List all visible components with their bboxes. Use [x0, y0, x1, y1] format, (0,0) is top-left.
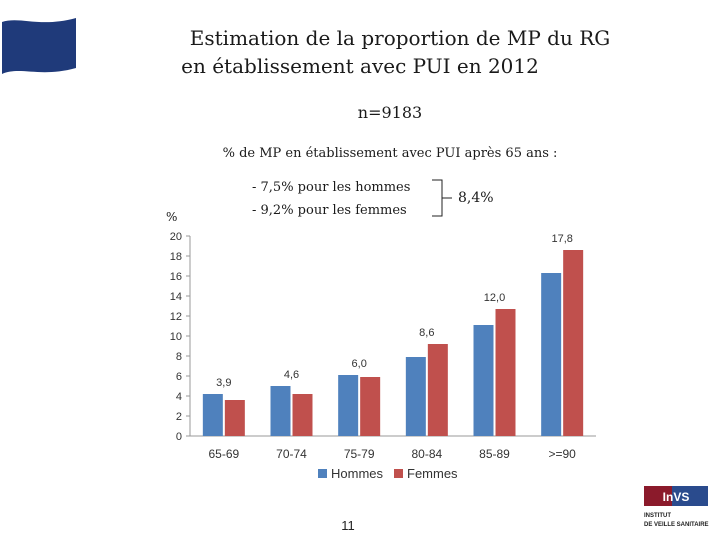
legend-label-hommes: Hommes — [331, 466, 384, 481]
legend-swatch-femmes — [394, 469, 403, 478]
bar-hommes-6 — [541, 273, 562, 436]
page-title-line2: en établissement avec PUI en 2012 — [181, 54, 539, 78]
y-tick-label: 2 — [176, 411, 182, 423]
page-number: 11 — [341, 518, 355, 533]
logo-text: InVS — [663, 490, 690, 504]
x-tick-label: 65-69 — [208, 447, 239, 461]
data-label-6: 17,8 — [551, 233, 572, 245]
y-tick-label: 18 — [170, 251, 182, 263]
y-tick-label: 16 — [170, 271, 182, 283]
bar-femmes-5 — [495, 309, 516, 436]
bar-femmes-6 — [563, 250, 584, 436]
y-tick-label: 12 — [170, 311, 182, 323]
summary-bullets: - 7,5% pour les hommes - 9,2% pour les f… — [252, 176, 410, 222]
bar-femmes-2 — [292, 394, 313, 436]
data-label-5: 12,0 — [484, 292, 505, 304]
bullet-hommes: - 7,5% pour les hommes — [252, 180, 411, 195]
x-tick-label: 75-79 — [344, 447, 375, 461]
bar-femmes-1 — [224, 400, 245, 436]
summary-subtitle: % de MP en établissement avec PUI après … — [222, 146, 558, 161]
bar-hommes-4 — [405, 357, 426, 436]
bullet-femmes: - 9,2% pour les femmes — [252, 203, 407, 218]
bracket-icon — [432, 179, 452, 217]
bar-femmes-4 — [427, 344, 448, 436]
page-title-line1: Estimation de la proportion de MP du RG — [189, 26, 611, 50]
bar-hommes-5 — [473, 325, 494, 436]
logo-caption-line2: DE VEILLE SANITAIRE — [644, 522, 709, 528]
bar-hommes-3 — [338, 375, 359, 436]
flag-logo-icon — [2, 18, 76, 74]
logo-caption-line1: INSTITUT — [644, 513, 671, 519]
y-tick-label: 10 — [170, 331, 182, 343]
data-label-1: 3,9 — [216, 377, 231, 389]
sample-size: n=9183 — [357, 103, 423, 122]
legend-label-femmes: Femmes — [407, 466, 458, 481]
x-tick-label: 80-84 — [411, 447, 442, 461]
x-tick-label: 70-74 — [276, 447, 307, 461]
x-tick-label: >=90 — [548, 447, 576, 461]
y-axis-label: % — [166, 210, 178, 224]
bar-femmes-3 — [360, 377, 381, 436]
y-tick-label: 20 — [170, 231, 182, 243]
bar-hommes-1 — [202, 394, 223, 436]
data-label-2: 4,6 — [284, 369, 299, 381]
invs-logo-icon: InVS INSTITUT DE VEILLE SANITAIRE — [644, 486, 709, 528]
x-tick-label: 85-89 — [479, 447, 510, 461]
y-tick-label: 4 — [176, 391, 182, 403]
data-label-3: 6,0 — [352, 358, 367, 370]
y-tick-label: 14 — [170, 291, 182, 303]
legend-swatch-hommes — [318, 469, 327, 478]
y-tick-label: 6 — [176, 371, 182, 383]
summary-total: 8,4% — [458, 190, 494, 206]
y-tick-label: 0 — [176, 431, 182, 443]
y-tick-label: 8 — [176, 351, 182, 363]
bar-hommes-2 — [270, 386, 291, 436]
data-label-4: 8,6 — [419, 327, 434, 339]
